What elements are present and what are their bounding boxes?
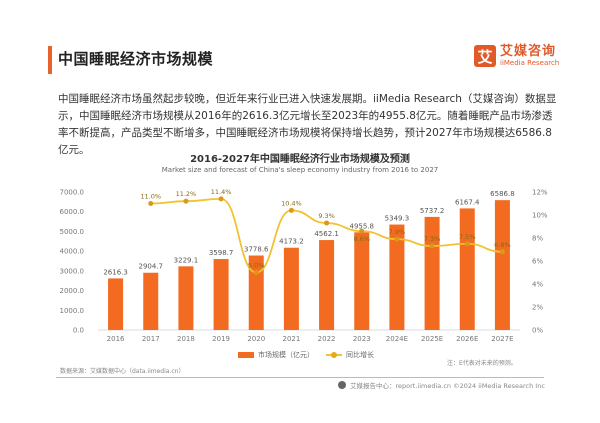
- footer-divider: [56, 377, 544, 378]
- x-tick-label: 2026E: [456, 335, 478, 343]
- legend-line-swatch: [326, 352, 342, 358]
- growth-value-label: 7.3%: [424, 235, 441, 243]
- growth-point: [288, 207, 294, 213]
- x-tick-label: 2027E: [491, 335, 513, 343]
- bar-value-label: 2616.3: [103, 268, 128, 276]
- bar: [283, 247, 299, 330]
- growth-point: [324, 220, 330, 226]
- bar-value-label: 4955.8: [350, 222, 375, 230]
- intro-paragraph: 中国睡眠经济市场虽然起步较晚，但近年来行业已进入快速发展期。iiMedia Re…: [58, 93, 557, 156]
- y-right-tick-label: 2%: [532, 304, 543, 312]
- y-left-tick-label: 7000.0: [60, 189, 85, 197]
- title-accent-bar: [48, 46, 52, 74]
- growth-point: [394, 236, 400, 242]
- growth-point: [429, 243, 435, 249]
- bar: [459, 208, 475, 330]
- growth-value-label: 11.2%: [176, 190, 197, 198]
- x-tick-label: 2023: [353, 335, 371, 343]
- growth-point: [183, 198, 189, 204]
- bar: [178, 266, 194, 330]
- growth-value-label: 5.0%: [248, 262, 265, 270]
- y-left-tick-label: 1000.0: [60, 307, 85, 315]
- y-right-tick-label: 12%: [532, 189, 548, 197]
- bar-value-label: 6586.8: [490, 190, 515, 198]
- growth-point: [253, 270, 259, 275]
- growth-point: [464, 241, 470, 247]
- x-tick-label: 2022: [318, 335, 336, 343]
- y-right-tick-label: 6%: [532, 258, 543, 266]
- page-title: 中国睡眠经济市场规模: [58, 50, 214, 68]
- bar: [494, 200, 510, 330]
- forecast-note: 注：E代表对未来的预测。: [447, 360, 517, 367]
- y-left-tick-label: 4000.0: [60, 248, 85, 256]
- growth-value-label: 11.0%: [140, 193, 161, 201]
- bar: [389, 224, 405, 330]
- bar-value-label: 5737.2: [420, 207, 445, 215]
- logo-icon: 艾: [474, 45, 496, 67]
- legend-bar-swatch: [238, 352, 254, 358]
- bar-value-label: 3598.7: [209, 249, 234, 257]
- growth-value-label: 7.5%: [459, 233, 476, 241]
- x-tick-label: 2019: [212, 335, 230, 343]
- growth-value-label: 9.3%: [318, 212, 335, 220]
- growth-point: [148, 201, 154, 206]
- y-right-tick-label: 0%: [532, 327, 543, 335]
- growth-value-label: 10.4%: [281, 199, 302, 207]
- x-tick-label: 2016: [107, 335, 125, 343]
- y-left-tick-label: 5000.0: [60, 228, 85, 236]
- chart-title: 2016-2027年中国睡眠经济行业市场规模及预测: [190, 154, 410, 165]
- logo-cn-text: 艾媒咨询: [500, 44, 557, 59]
- bar: [108, 278, 124, 330]
- x-tick-label: 2021: [283, 335, 301, 343]
- bar: [248, 255, 264, 330]
- y-right-tick-label: 8%: [532, 235, 543, 243]
- bar-value-label: 5349.3: [385, 215, 410, 223]
- footer-copyright: 艾媒报告中心：report.iimedia.cn ©2024 iiMedia R…: [350, 382, 545, 390]
- growth-value-label: 8.6%: [353, 235, 370, 243]
- growth-value-label: 7.9%: [389, 228, 406, 236]
- bar-value-label: 4173.2: [279, 238, 304, 246]
- bar-value-label: 3778.6: [244, 246, 269, 254]
- growth-point: [218, 196, 224, 202]
- data-source: 数据来源：艾媒数据中心（data.iimedia.cn）: [60, 368, 185, 375]
- legend-line-label: 同比增长: [346, 351, 374, 359]
- bar-value-label: 4562.1: [314, 230, 339, 238]
- growth-point: [359, 228, 365, 234]
- bar: [354, 232, 370, 330]
- growth-value-label: 6.8%: [494, 241, 511, 249]
- legend-bar-label: 市场规模（亿元）: [258, 351, 314, 359]
- bar: [424, 216, 440, 330]
- bar: [319, 240, 335, 330]
- x-tick-label: 2025E: [421, 335, 443, 343]
- x-tick-label: 2024E: [386, 335, 408, 343]
- bar: [213, 259, 229, 330]
- footer: 艾媒报告中心：report.iimedia.cn ©2024 iiMedia R…: [338, 380, 545, 390]
- y-left-tick-label: 3000.0: [60, 267, 85, 275]
- bar-value-label: 3229.1: [174, 256, 199, 264]
- growth-line: [150, 197, 503, 274]
- y-right-tick-label: 4%: [532, 281, 543, 289]
- y-left-tick-label: 0.0: [73, 327, 84, 335]
- bar: [143, 272, 159, 330]
- y-right-tick-label: 10%: [532, 212, 548, 220]
- bar-value-label: 2904.7: [139, 263, 164, 271]
- x-tick-label: 2017: [142, 335, 160, 343]
- chart-subtitle: Market size and forecast of China's slee…: [161, 166, 439, 174]
- y-left-tick-label: 2000.0: [60, 287, 85, 295]
- growth-point: [499, 249, 505, 255]
- x-tick-label: 2020: [247, 335, 265, 343]
- growth-value-label: 11.4%: [211, 188, 232, 196]
- y-left-tick-label: 6000.0: [60, 208, 85, 216]
- report-center-icon: [338, 381, 346, 389]
- x-tick-label: 2018: [177, 335, 195, 343]
- chart-legend: 市场规模（亿元） 同比增长: [238, 350, 374, 360]
- logo-en-text: iiMedia Research: [500, 59, 560, 67]
- bar-value-label: 6167.4: [455, 198, 480, 206]
- iimedia-logo: 艾 艾媒咨询 iiMedia Research: [474, 45, 559, 67]
